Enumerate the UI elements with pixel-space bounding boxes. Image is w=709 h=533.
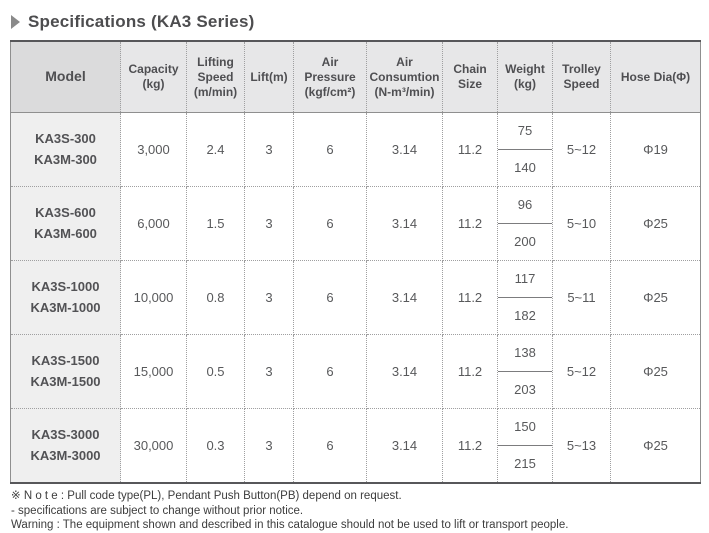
table-row: KA3S-1500 KA3M-1500 15,000 0.5 3 6 3.14 … xyxy=(10,334,701,409)
weight-lower-value: 182 xyxy=(514,308,536,323)
col-header-chain-size: Chain Size xyxy=(442,40,498,113)
weight-upper-value: 117 xyxy=(498,261,552,298)
cell-air-consumption: 3.14 xyxy=(366,186,443,261)
cell-trolley-speed: 5~12 xyxy=(552,334,611,409)
cell-capacity: 10,000 xyxy=(120,260,187,335)
cell-chain-size: 11.2 xyxy=(442,112,498,187)
cell-model: KA3S-1000 KA3M-1000 xyxy=(10,260,121,335)
cell-trolley-speed: 5~10 xyxy=(552,186,611,261)
weight-upper-value: 96 xyxy=(498,187,552,224)
cell-model: KA3S-3000 KA3M-3000 xyxy=(10,408,121,484)
cell-trolley-speed: 5~13 xyxy=(552,408,611,484)
cell-capacity: 30,000 xyxy=(120,408,187,484)
note-line: ※ N o t e : Pull code type(PL), Pendant … xyxy=(11,490,402,502)
cell-lift: 3 xyxy=(244,260,294,335)
cell-lifting-speed: 2.4 xyxy=(186,112,245,187)
cell-weight: 150 215 xyxy=(497,408,553,484)
cell-air-pressure: 6 xyxy=(293,334,367,409)
weight-upper-value: 150 xyxy=(498,409,552,446)
col-header-trolley-speed: Trolley Speed xyxy=(552,40,611,113)
cell-trolley-speed: 5~12 xyxy=(552,112,611,187)
page-title: Specifications (KA3 Series) xyxy=(28,12,255,31)
cell-air-pressure: 6 xyxy=(293,408,367,484)
col-header-capacity: Capacity (kg) xyxy=(120,40,187,113)
col-header-lifting-speed: Lifting Speed (m/min) xyxy=(186,40,245,113)
cell-air-pressure: 6 xyxy=(293,260,367,335)
cell-model: KA3S-1500 KA3M-1500 xyxy=(10,334,121,409)
table-row: KA3S-3000 KA3M-3000 30,000 0.3 3 6 3.14 … xyxy=(10,408,701,484)
col-header-air-consumption: Air Consumtion (N-m³/min) xyxy=(366,40,443,113)
header-row: Model Capacity (kg) Lifting Speed (m/min… xyxy=(10,40,701,113)
footnotes: ※ N o t e : Pull code type(PL), Pendant … xyxy=(11,489,709,533)
cell-capacity: 3,000 xyxy=(120,112,187,187)
cell-air-pressure: 6 xyxy=(293,112,367,187)
cell-capacity: 15,000 xyxy=(120,334,187,409)
note-line: - specifications are subject to change w… xyxy=(11,504,304,517)
cell-chain-size: 11.2 xyxy=(442,408,498,484)
cell-model: KA3S-300 KA3M-300 xyxy=(10,112,121,187)
table-row: KA3S-1000 KA3M-1000 10,000 0.8 3 6 3.14 … xyxy=(10,260,701,335)
table-row: KA3S-300 KA3M-300 3,000 2.4 3 6 3.14 11.… xyxy=(10,112,701,187)
table-row: KA3S-600 KA3M-600 6,000 1.5 3 6 3.14 11.… xyxy=(10,186,701,261)
weight-lower-value: 200 xyxy=(514,234,536,249)
cell-hose-dia: Φ25 xyxy=(610,260,701,335)
section-header: Specifications (KA3 Series) xyxy=(0,0,709,34)
cell-lift: 3 xyxy=(244,112,294,187)
cell-air-consumption: 3.14 xyxy=(366,408,443,484)
cell-chain-size: 11.2 xyxy=(442,334,498,409)
cell-hose-dia: Φ19 xyxy=(610,112,701,187)
cell-chain-size: 11.2 xyxy=(442,260,498,335)
section-arrow-icon xyxy=(11,15,20,29)
cell-air-consumption: 3.14 xyxy=(366,334,443,409)
cell-weight: 75 140 xyxy=(497,112,553,187)
cell-lift: 3 xyxy=(244,408,294,484)
cell-weight: 117 182 xyxy=(497,260,553,335)
cell-lifting-speed: 0.3 xyxy=(186,408,245,484)
col-header-air-pressure: Air Pressure (kgf/cm²) xyxy=(293,40,367,113)
cell-hose-dia: Φ25 xyxy=(610,186,701,261)
col-header-model: Model xyxy=(10,40,121,113)
cell-air-consumption: 3.14 xyxy=(366,260,443,335)
weight-lower-value: 215 xyxy=(514,456,536,471)
cell-lifting-speed: 0.5 xyxy=(186,334,245,409)
weight-upper-value: 138 xyxy=(498,335,552,372)
cell-chain-size: 11.2 xyxy=(442,186,498,261)
cell-hose-dia: Φ25 xyxy=(610,408,701,484)
weight-upper-value: 75 xyxy=(498,113,552,150)
weight-lower-value: 140 xyxy=(514,160,536,175)
cell-air-consumption: 3.14 xyxy=(366,112,443,187)
cell-weight: 138 203 xyxy=(497,334,553,409)
spec-table: Model Capacity (kg) Lifting Speed (m/min… xyxy=(10,40,701,484)
cell-lifting-speed: 0.8 xyxy=(186,260,245,335)
cell-weight: 96 200 xyxy=(497,186,553,261)
col-header-lift: Lift(m) xyxy=(244,40,294,113)
cell-lift: 3 xyxy=(244,334,294,409)
cell-lift: 3 xyxy=(244,186,294,261)
cell-model: KA3S-600 KA3M-600 xyxy=(10,186,121,261)
note-line: Warning : The equipment shown and descri… xyxy=(11,519,569,532)
cell-capacity: 6,000 xyxy=(120,186,187,261)
col-header-hose-dia: Hose Dia(Φ) xyxy=(610,40,701,113)
cell-hose-dia: Φ25 xyxy=(610,334,701,409)
cell-air-pressure: 6 xyxy=(293,186,367,261)
weight-lower-value: 203 xyxy=(514,382,536,397)
cell-lifting-speed: 1.5 xyxy=(186,186,245,261)
cell-trolley-speed: 5~11 xyxy=(552,260,611,335)
col-header-weight: Weight (kg) xyxy=(497,40,553,113)
